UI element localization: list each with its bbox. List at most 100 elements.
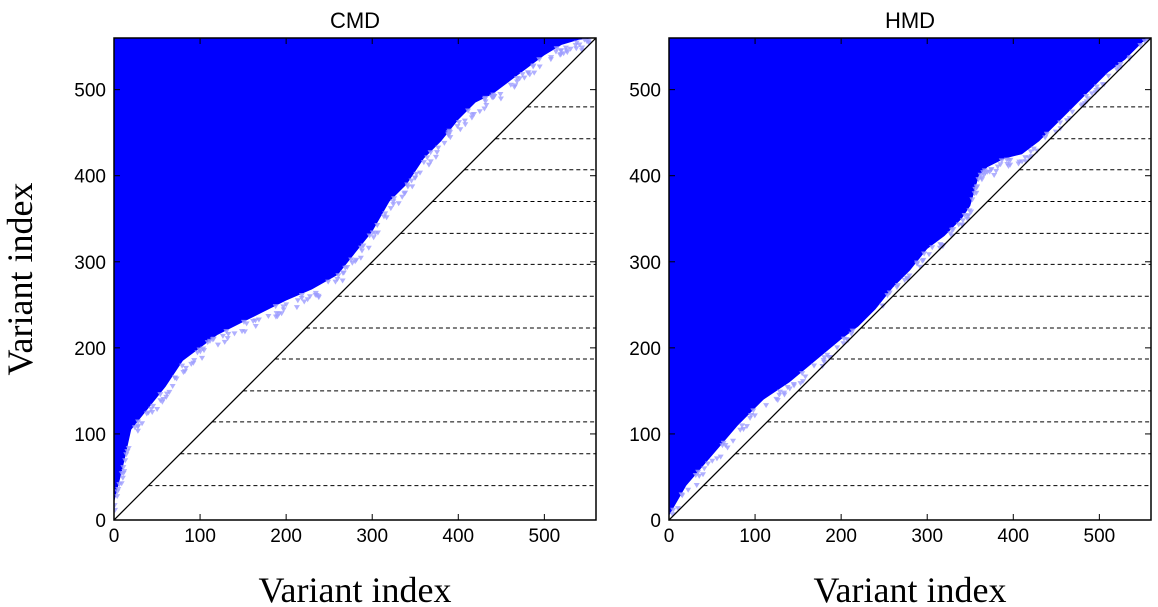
data-point <box>579 48 586 54</box>
y-tick-label: 100 <box>629 425 661 446</box>
x-axis-label: Variant index <box>814 570 1007 607</box>
data-point <box>334 276 341 282</box>
data-point <box>114 503 118 509</box>
data-point <box>840 336 847 342</box>
data-point <box>926 252 933 258</box>
data-point <box>991 173 998 179</box>
data-point <box>799 379 806 385</box>
data-point <box>507 82 514 88</box>
data-point <box>530 64 537 70</box>
data-point <box>516 76 523 82</box>
data-point <box>255 317 262 323</box>
data-point <box>950 227 957 233</box>
data-point <box>717 454 724 460</box>
data-point <box>445 130 452 136</box>
x-tick-label: 400 <box>997 526 1029 547</box>
data-point <box>335 273 342 279</box>
data-point <box>573 46 580 52</box>
data-point <box>325 279 332 285</box>
data-point <box>1027 149 1034 155</box>
data-point <box>696 473 703 479</box>
plot-frame <box>113 37 597 521</box>
data-point <box>670 507 677 513</box>
data-point <box>490 94 497 100</box>
data-point <box>115 487 122 493</box>
data-point <box>252 324 259 330</box>
data-point <box>139 421 146 427</box>
data-point <box>154 406 161 412</box>
data-point <box>713 456 720 462</box>
data-point <box>374 222 381 228</box>
data-point <box>276 311 283 317</box>
data-point <box>576 42 583 48</box>
data-point <box>1003 157 1010 163</box>
data-point <box>579 45 586 51</box>
data-point <box>293 305 300 311</box>
data-point <box>224 336 231 342</box>
data-point <box>704 461 711 467</box>
data-point <box>390 199 397 205</box>
data-point <box>562 45 569 51</box>
data-point <box>399 194 406 200</box>
panel-hmd: HMD 0 100 200 300 400 500 0 100 200 300 400 500 Varia… <box>629 8 1152 607</box>
data-point <box>315 293 322 299</box>
data-point <box>848 331 855 337</box>
data-point <box>134 428 141 434</box>
data-point <box>182 365 189 371</box>
data-point <box>272 304 279 310</box>
data-point <box>790 381 797 387</box>
data-point <box>370 235 377 241</box>
data-point <box>968 209 975 215</box>
data-point <box>353 257 360 263</box>
x-tick-label: 100 <box>184 526 216 547</box>
data-point <box>150 403 157 409</box>
data-point <box>988 167 995 173</box>
data-point <box>700 472 707 478</box>
x-tick-label: 200 <box>270 526 302 547</box>
data-point <box>125 446 132 452</box>
y-tick-label: 200 <box>629 339 661 360</box>
x-tick-label: 0 <box>109 526 120 547</box>
data-point <box>1079 102 1086 108</box>
data-point <box>114 507 119 513</box>
data-point <box>536 64 543 70</box>
data-point <box>197 349 204 355</box>
data-point <box>342 265 349 271</box>
data-point <box>1042 135 1049 141</box>
data-point <box>306 294 313 300</box>
data-point <box>221 339 228 345</box>
data-point <box>572 43 579 49</box>
data-point <box>981 172 988 178</box>
data-point <box>497 91 504 97</box>
data-point <box>135 423 142 429</box>
data-point <box>468 115 475 121</box>
x-tick-label: 100 <box>739 526 771 547</box>
data-point <box>298 295 305 301</box>
data-point <box>301 299 308 305</box>
chart-title: HMD <box>885 8 935 33</box>
data-point <box>209 337 216 343</box>
y-tick-label: 300 <box>74 253 106 274</box>
filled-region <box>114 38 596 503</box>
data-point <box>390 202 397 208</box>
x-tick-label: 300 <box>356 526 388 547</box>
data-point <box>252 318 259 324</box>
data-point <box>149 410 156 416</box>
data-point <box>461 118 468 124</box>
y-axis-label: Variant index <box>0 183 40 376</box>
data-point <box>536 57 543 63</box>
data-point <box>424 155 431 161</box>
data-point <box>465 108 472 114</box>
data-point <box>521 75 528 81</box>
data-point <box>476 109 483 115</box>
data-point <box>1043 131 1050 137</box>
data-point <box>304 297 311 303</box>
data-point <box>369 230 376 236</box>
data-point <box>998 158 1005 164</box>
data-point <box>481 106 488 112</box>
data-point <box>701 466 708 472</box>
data-point <box>481 96 488 102</box>
data-point <box>417 170 424 176</box>
y-tick-label: 400 <box>629 167 661 188</box>
data-point <box>169 384 176 390</box>
